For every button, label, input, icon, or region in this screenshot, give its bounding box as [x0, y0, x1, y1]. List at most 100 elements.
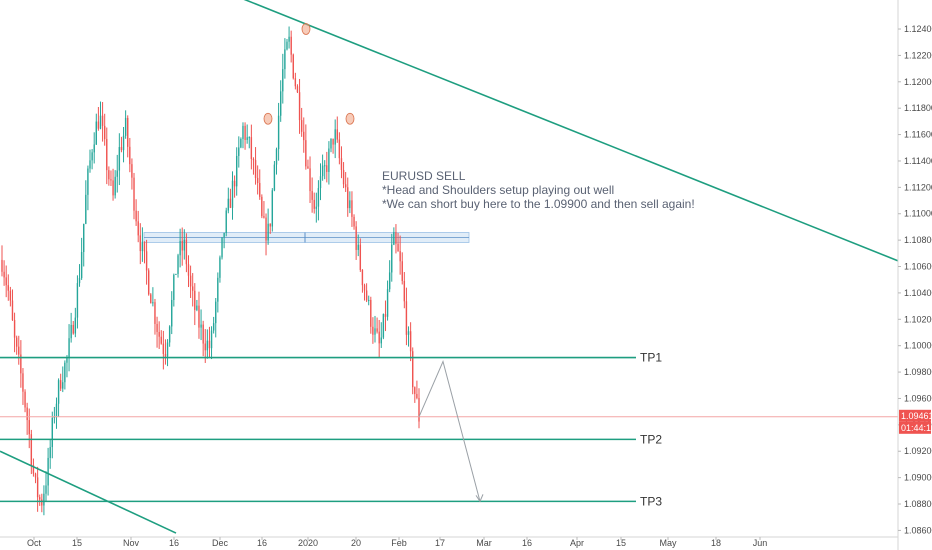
candle-body [319, 176, 322, 189]
candle-body [168, 326, 171, 343]
candle-body [229, 198, 232, 208]
candle-body [80, 252, 83, 279]
candle-body [384, 314, 387, 317]
candle-body [386, 289, 389, 317]
candle-body [342, 169, 345, 185]
candle-body [284, 49, 286, 70]
candle-body [68, 338, 70, 358]
candle-body [11, 300, 14, 321]
candle-body [179, 241, 181, 256]
candle-body [70, 324, 72, 339]
candle-body [223, 232, 225, 238]
candle-body [118, 147, 121, 171]
countdown-label: 01:44:11 [901, 423, 932, 433]
candle-body [351, 200, 353, 217]
candle-body [34, 473, 37, 478]
candle-body [173, 274, 175, 300]
candle-body [292, 54, 294, 79]
candle-body [261, 196, 263, 217]
candle-body [158, 331, 160, 337]
candle-body [187, 264, 190, 276]
candle-body [129, 146, 131, 165]
candle-body [407, 331, 410, 335]
candle-body [397, 243, 399, 252]
time-axis[interactable]: Oct 15 Nov 16 Dec 16 2020 20 Feb 17 Mar 16 Apr 15 May 1… [0, 536, 898, 548]
candle-body [114, 176, 116, 196]
candle-body [95, 121, 97, 145]
candle-body [47, 457, 49, 486]
time-tick-label: 20 [351, 538, 361, 548]
candle-body [259, 182, 261, 197]
candle-body [41, 499, 43, 506]
price-axis[interactable]: 1.12400 1.12200 1.12000 1.11800 1.11600 1.114… [897, 0, 932, 550]
candle-body [177, 255, 179, 274]
candle-body [338, 139, 341, 159]
candle-body [108, 170, 110, 180]
candle-body [36, 477, 39, 498]
candle-body [152, 302, 154, 304]
candle-body [110, 179, 112, 181]
candle-body [256, 177, 259, 183]
candle-body [376, 328, 378, 332]
candle-body [372, 326, 374, 335]
candle-body [403, 281, 406, 302]
candle-body [198, 305, 200, 328]
projection-path [418, 359, 481, 502]
candle-body [103, 125, 106, 140]
candle-body [355, 226, 357, 250]
candle-body [286, 41, 288, 50]
candle-body [365, 290, 368, 301]
time-tick-label: 16 [522, 538, 532, 548]
candle-body [267, 223, 269, 241]
candle-body [131, 164, 133, 178]
price-tick-label: 1.12000 [904, 77, 932, 87]
candle-body [143, 241, 146, 252]
projection-arrowhead [475, 494, 484, 503]
candle-body [133, 177, 135, 211]
range-layer [143, 232, 470, 243]
head-marker [301, 23, 311, 35]
candle-body [307, 166, 309, 169]
candle-body [399, 251, 401, 262]
candle-body [64, 362, 66, 383]
candle-body [221, 237, 223, 258]
candle-body [353, 216, 355, 227]
candle-body [290, 36, 292, 55]
candle-body [28, 420, 30, 435]
price-tick-label: 1.09000 [904, 473, 932, 483]
candle-body [141, 241, 144, 252]
candle-body [22, 373, 24, 392]
candle-body [282, 69, 284, 92]
candle-body [388, 272, 391, 290]
candle-body [357, 244, 359, 250]
candle-body [317, 188, 320, 207]
candle-body [279, 91, 282, 116]
candle-body [252, 158, 255, 161]
candle-body [321, 165, 324, 177]
current-price-label: 1.09461 [901, 411, 932, 421]
candle-body [349, 200, 351, 209]
candle-body [83, 223, 85, 253]
candle-body [231, 180, 234, 208]
candle-body [303, 131, 305, 141]
price-tick-label: 1.09600 [904, 393, 932, 403]
candle-body [225, 210, 227, 233]
time-tick-label: Feb [391, 538, 407, 548]
candle-body [147, 270, 150, 295]
time-tick-label: 17 [435, 538, 445, 548]
candle-body [242, 125, 244, 139]
candle-body [361, 269, 364, 286]
candle-body [370, 299, 372, 327]
candle-body [162, 343, 165, 355]
analysis-note: EURUSD SELL *Head and Shoulders setup pl… [382, 169, 695, 211]
candle-body [311, 191, 313, 200]
candle-body [344, 184, 347, 188]
candle-body [401, 261, 403, 282]
candle-body [380, 337, 382, 344]
note-line-title: EURUSD SELL [382, 169, 466, 183]
candle-body [62, 382, 64, 389]
price-tick-label: 1.10200 [904, 314, 932, 324]
candle-body [273, 164, 276, 191]
